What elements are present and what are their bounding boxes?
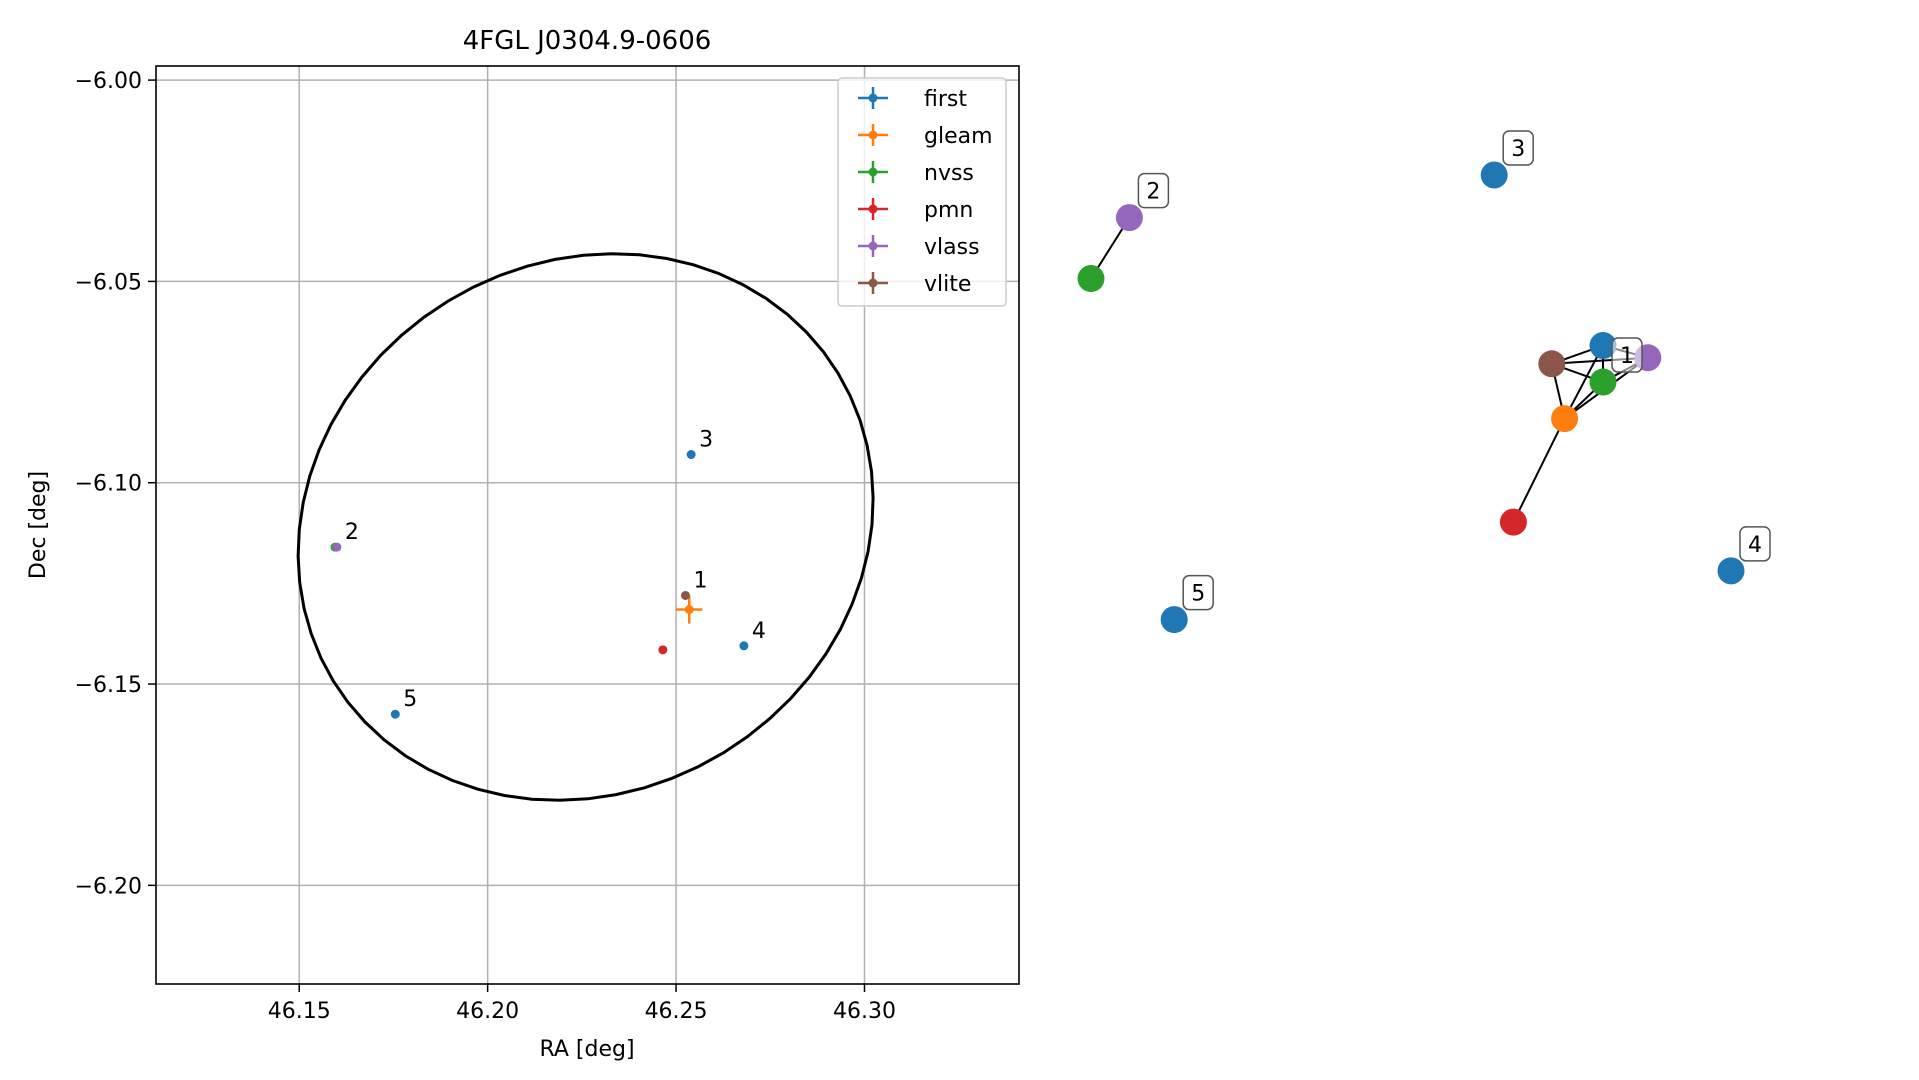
points-layer — [330, 450, 749, 719]
point-marker — [658, 645, 668, 655]
label-box — [1739, 526, 1771, 562]
graph-node — [1551, 405, 1579, 433]
legend-marker — [868, 241, 878, 251]
plot-frame — [155, 65, 1020, 985]
legend-marker — [868, 93, 878, 103]
label-text: 4 — [1748, 533, 1762, 558]
point-marker — [684, 605, 694, 615]
label-box — [1137, 172, 1170, 209]
label-box — [1611, 337, 1643, 373]
localization-ellipse-layer — [296, 252, 875, 802]
legend-box — [837, 77, 1007, 307]
point-marker — [686, 450, 696, 460]
graph-node-label: 1 — [1611, 337, 1643, 373]
legend-label: pmn — [924, 198, 973, 223]
label-text: 1 — [1620, 344, 1634, 369]
label-box — [1182, 574, 1214, 611]
chart-title: 4FGL J0304.9-0606 — [463, 26, 712, 56]
point-annotation: 4 — [752, 619, 766, 644]
point-annotation: 5 — [403, 687, 417, 712]
legend-entries: first gleam nvss pmn vlass vlite — [858, 87, 993, 297]
y-tick-label: −6.10 — [75, 472, 142, 497]
x-tick-label: 46.15 — [268, 999, 331, 1024]
graph-labels-layer: 1 2 3 4 5 — [1137, 130, 1771, 611]
graph-node — [1115, 204, 1143, 232]
network-panel: 1 2 3 4 5 — [1077, 130, 1771, 634]
graph-node — [1499, 508, 1527, 536]
point-vlite — [680, 590, 690, 600]
point-annotation: 1 — [693, 568, 707, 593]
y-axis-title: Dec [deg] — [26, 471, 51, 579]
point-first — [686, 450, 696, 460]
graph-node — [1589, 332, 1617, 360]
graph-node-label: 5 — [1182, 574, 1214, 611]
point-marker — [390, 709, 400, 719]
annotations-layer: 1 2 3 4 5 — [345, 428, 766, 713]
legend-entry-first: first — [858, 87, 967, 112]
legend-entry-gleam: gleam — [858, 124, 993, 149]
graph-node — [1717, 557, 1745, 585]
y-tick-label: −6.20 — [75, 874, 142, 899]
legend-label: gleam — [924, 124, 993, 149]
y-tick-label: −6.05 — [75, 270, 142, 295]
edges-layer — [1090, 217, 1649, 523]
label-text: 2 — [1146, 180, 1160, 205]
point-vlass — [332, 542, 342, 552]
y-tick-label: −6.00 — [75, 69, 142, 94]
graph-node-label: 2 — [1137, 172, 1170, 209]
graph-node — [1538, 350, 1566, 378]
label-text: 5 — [1191, 582, 1205, 607]
point-gleam — [676, 595, 703, 624]
graph-node-label: 3 — [1502, 130, 1534, 166]
legend-entry-pmn: pmn — [858, 198, 973, 223]
legend-label: vlass — [924, 235, 980, 260]
x-tick-label: 46.30 — [833, 999, 896, 1024]
graph-edge — [1563, 345, 1604, 420]
legend-label: first — [924, 87, 967, 112]
point-marker — [739, 641, 749, 651]
point-annotation: 2 — [345, 520, 359, 545]
legend-entry-vlass: vlass — [858, 235, 980, 260]
graph-node-label: 4 — [1739, 526, 1771, 562]
x-tick-label: 46.20 — [456, 999, 519, 1024]
legend-entry-nvss: nvss — [858, 161, 974, 186]
graph-node — [1160, 606, 1188, 634]
scatter-panel: 1 2 3 4 5 46.15 46.20 46.25 46.30 −6.00 −6.05 −6.1… — [26, 26, 1020, 1062]
point-marker — [680, 590, 690, 600]
legend-label: nvss — [924, 161, 974, 186]
graph-node — [1480, 161, 1508, 189]
graph-edge — [1512, 418, 1566, 523]
point-marker — [332, 542, 342, 552]
legend-entry-vlite: vlite — [858, 272, 971, 297]
legend-label: vlite — [924, 272, 971, 297]
legend-marker — [868, 167, 878, 177]
nodes-layer — [1077, 161, 1745, 634]
point-first — [390, 709, 400, 719]
x-tick-label: 46.25 — [645, 999, 708, 1024]
point-annotation: 3 — [699, 428, 713, 453]
x-axis-title: RA [deg] — [539, 1037, 634, 1062]
ticks-layer: 46.15 46.20 46.25 46.30 −6.00 −6.05 −6.10 −6.15… — [75, 69, 896, 1024]
legend-marker — [868, 204, 878, 214]
y-tick-label: −6.15 — [75, 673, 142, 698]
legend: first gleam nvss pmn vlass vlite — [837, 77, 1007, 307]
graph-node — [1589, 368, 1617, 396]
graph-node — [1077, 265, 1105, 293]
point-first — [739, 641, 749, 651]
legend-marker — [868, 130, 878, 140]
label-text: 3 — [1511, 137, 1525, 162]
label-box — [1502, 130, 1534, 166]
point-pmn — [658, 645, 668, 655]
legend-marker — [868, 278, 878, 288]
localization-ellipse — [296, 252, 875, 802]
